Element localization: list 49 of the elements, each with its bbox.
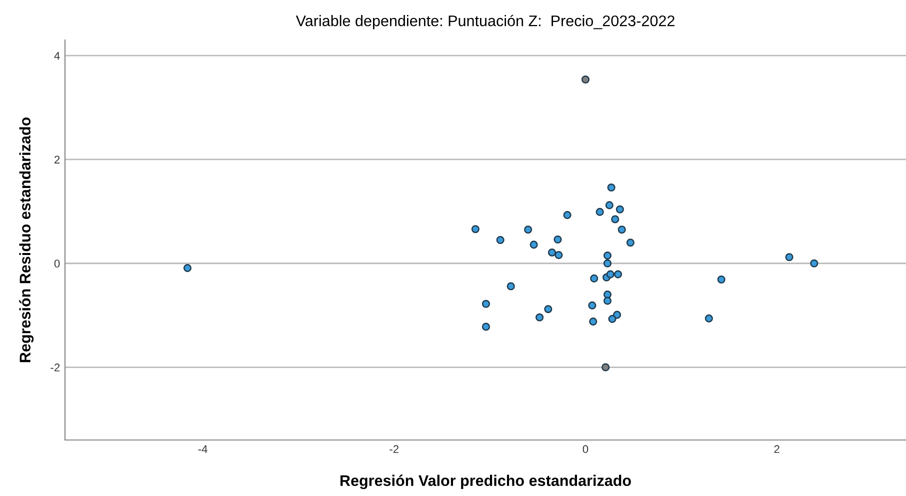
y-tick-label: -2: [50, 364, 60, 372]
point: [605, 201, 614, 210]
point: [785, 253, 794, 262]
y-tick-label: 4: [54, 52, 60, 60]
y-tick-label: 0: [54, 260, 60, 268]
point: [810, 259, 818, 268]
point: [596, 208, 604, 216]
point: [581, 75, 590, 84]
point: [607, 184, 616, 192]
point: [536, 313, 544, 322]
point: [548, 248, 556, 256]
point: [588, 301, 596, 310]
point: [616, 205, 624, 214]
x-tick-label: -2: [390, 445, 399, 453]
point: [530, 240, 538, 249]
point: [603, 252, 612, 260]
y-axis-title: Regresión Residuo estandarizado: [19, 117, 34, 362]
point: [603, 259, 612, 268]
point: [554, 251, 563, 260]
point: [589, 318, 598, 326]
x-axis-title: Regresión Valor predicho estandarizado: [340, 474, 631, 490]
point: [704, 314, 713, 322]
point: [602, 363, 610, 372]
x-tick-label: 0: [582, 445, 588, 454]
point: [496, 236, 504, 244]
point: [606, 270, 614, 278]
point: [717, 275, 726, 284]
x-tick-label: -4: [198, 445, 208, 453]
point: [613, 310, 622, 319]
y-tick-label: 2: [54, 156, 60, 164]
point: [183, 264, 192, 272]
point: [618, 226, 626, 234]
point: [471, 225, 480, 234]
point: [524, 226, 532, 234]
point: [544, 305, 552, 314]
point: [608, 314, 616, 323]
chart-title: Variable dependiente: Puntuación Z: Precio_2023-2022: [296, 14, 674, 30]
point: [482, 322, 490, 331]
x-tick-label: 2: [774, 445, 780, 453]
point: [603, 296, 612, 305]
point: [614, 270, 622, 278]
point: [554, 235, 562, 244]
point: [563, 211, 572, 220]
point: [506, 282, 515, 290]
point: [482, 300, 490, 308]
point: [603, 290, 612, 299]
point: [590, 274, 598, 282]
point: [611, 215, 620, 224]
point: [626, 238, 634, 247]
